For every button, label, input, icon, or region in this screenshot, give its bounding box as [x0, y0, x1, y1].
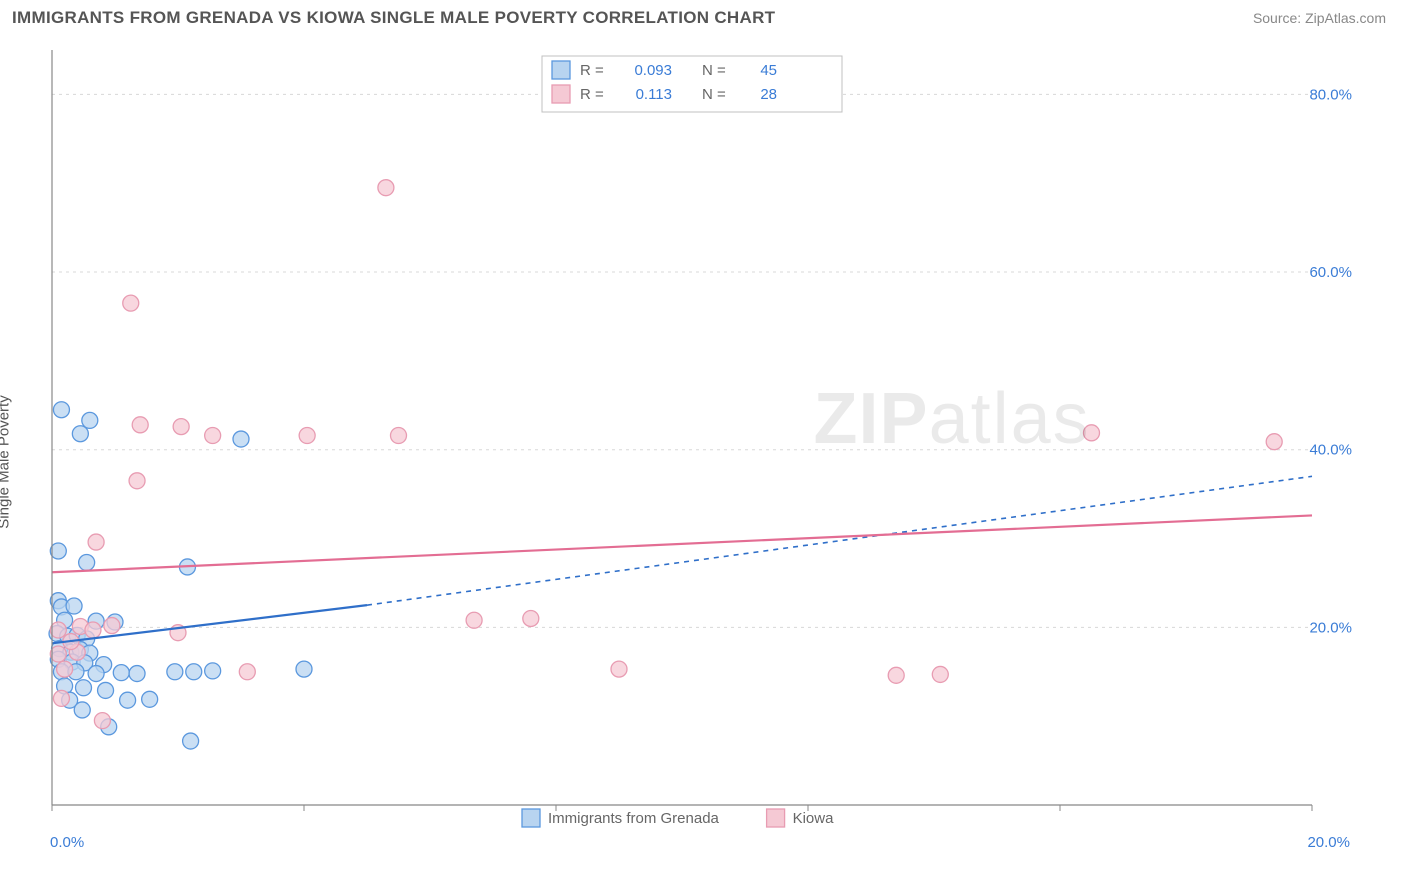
- legend-label: Immigrants from Grenada: [548, 810, 720, 827]
- data-point: [50, 646, 66, 662]
- data-point: [391, 427, 407, 443]
- y-axis-label: Single Male Poverty: [0, 395, 13, 528]
- data-point: [466, 612, 482, 628]
- svg-text:20.0%: 20.0%: [1309, 619, 1352, 636]
- data-point: [50, 622, 66, 638]
- svg-text:N =: N =: [702, 86, 726, 103]
- chart-title: IMMIGRANTS FROM GRENADA VS KIOWA SINGLE …: [12, 8, 775, 28]
- svg-text:R =: R =: [580, 86, 604, 103]
- data-point: [120, 692, 136, 708]
- data-point: [239, 664, 255, 680]
- svg-text:0.093: 0.093: [634, 62, 672, 79]
- data-point: [205, 427, 221, 443]
- data-point: [74, 702, 90, 718]
- data-point: [378, 180, 394, 196]
- data-point: [183, 733, 199, 749]
- data-point: [79, 555, 95, 571]
- data-point: [50, 543, 66, 559]
- data-point: [129, 473, 145, 489]
- data-point: [53, 402, 69, 418]
- svg-text:N =: N =: [702, 62, 726, 79]
- trend-line: [52, 515, 1312, 572]
- data-point: [173, 419, 189, 435]
- trend-line-ext: [367, 476, 1312, 605]
- data-point: [85, 622, 101, 638]
- data-point: [296, 661, 312, 677]
- data-point: [113, 665, 129, 681]
- data-point: [129, 666, 145, 682]
- data-point: [53, 690, 69, 706]
- data-point: [233, 431, 249, 447]
- legend-swatch: [767, 809, 785, 827]
- data-point: [205, 663, 221, 679]
- data-point: [932, 666, 948, 682]
- svg-text:45: 45: [760, 62, 777, 79]
- data-point: [94, 713, 110, 729]
- data-point: [98, 682, 114, 698]
- data-point: [1084, 425, 1100, 441]
- data-point: [186, 664, 202, 680]
- svg-text:0.0%: 0.0%: [50, 834, 84, 851]
- svg-text:20.0%: 20.0%: [1307, 834, 1350, 851]
- svg-text:R =: R =: [580, 62, 604, 79]
- svg-text:80.0%: 80.0%: [1309, 86, 1352, 103]
- legend-swatch: [552, 85, 570, 103]
- legend-label: Kiowa: [793, 810, 835, 827]
- data-point: [104, 618, 120, 634]
- legend-swatch: [522, 809, 540, 827]
- data-point: [888, 667, 904, 683]
- data-point: [57, 661, 73, 677]
- data-point: [88, 666, 104, 682]
- data-point: [123, 295, 139, 311]
- data-point: [88, 534, 104, 550]
- legend-swatch: [552, 61, 570, 79]
- svg-text:60.0%: 60.0%: [1309, 264, 1352, 281]
- data-point: [66, 598, 82, 614]
- data-point: [142, 691, 158, 707]
- data-point: [299, 427, 315, 443]
- data-point: [76, 680, 92, 696]
- data-point: [72, 426, 88, 442]
- data-point: [167, 664, 183, 680]
- data-point: [523, 610, 539, 626]
- svg-text:40.0%: 40.0%: [1309, 442, 1352, 459]
- data-point: [611, 661, 627, 677]
- data-point: [1266, 434, 1282, 450]
- source-label: Source: ZipAtlas.com: [1253, 10, 1386, 26]
- svg-text:0.113: 0.113: [636, 86, 672, 103]
- svg-text:28: 28: [760, 86, 777, 103]
- data-point: [132, 417, 148, 433]
- scatter-chart: 20.0% 40.0% 60.0% 80.0% 0.0% 20.0% R = 0.093 N =…: [12, 40, 1352, 860]
